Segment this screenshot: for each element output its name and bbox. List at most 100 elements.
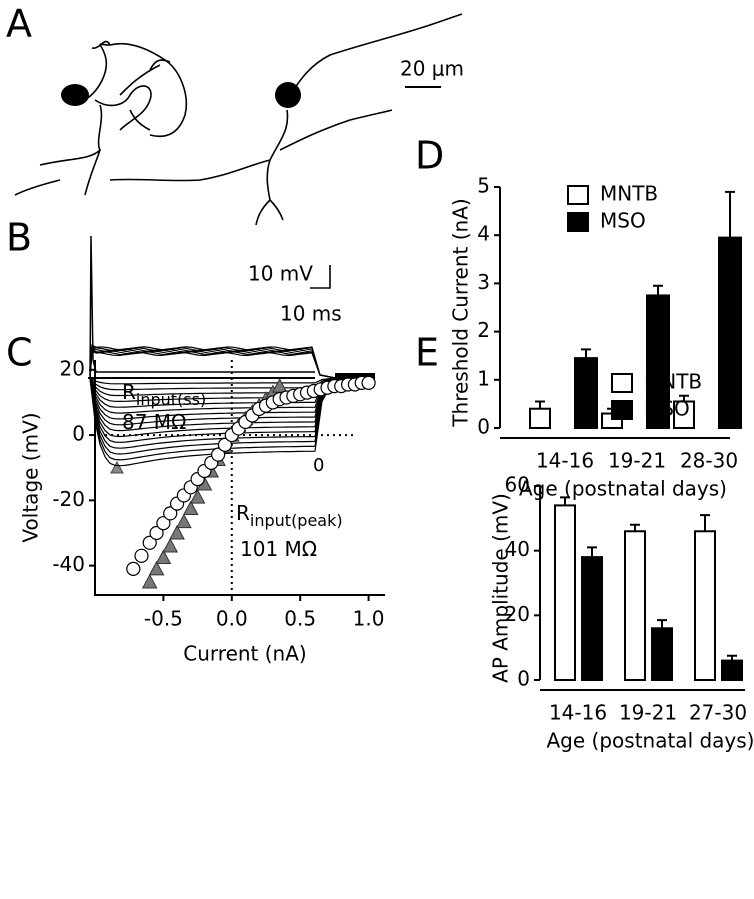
annotation: 87 MΩ bbox=[122, 410, 186, 434]
legend-swatch bbox=[611, 400, 633, 420]
trace bbox=[88, 377, 336, 449]
trace bbox=[88, 377, 336, 443]
circle-point bbox=[163, 506, 178, 521]
y-axis-title: Threshold Current (nA) bbox=[449, 198, 473, 427]
annotation-text: R bbox=[236, 501, 250, 525]
y-tick-label: -40 bbox=[52, 552, 85, 576]
trace bbox=[88, 345, 336, 379]
y-tick-label: 1 bbox=[477, 366, 490, 390]
scale-label: 10 mV bbox=[248, 262, 313, 286]
chart-panel-d: 0 1 2 3 4 5 14-16 19-21 28-30 Age (postnatal days… bbox=[449, 174, 742, 501]
x-tick-label: 14-16 bbox=[549, 701, 607, 725]
triangle-point bbox=[169, 524, 185, 540]
circle-point bbox=[361, 375, 376, 390]
triangle-point bbox=[189, 489, 206, 504]
bar bbox=[694, 530, 716, 681]
chart-panel-c: -40 -20 0 20 -0.5 0.0 0.5 1.0 Current (nA) Voltag… bbox=[19, 356, 385, 666]
peak-marker bbox=[110, 460, 124, 474]
scale-bar bbox=[310, 265, 331, 289]
error-bar bbox=[630, 523, 640, 532]
legend-swatch bbox=[567, 185, 589, 205]
panel-label: B bbox=[6, 216, 32, 260]
trace bbox=[88, 377, 336, 461]
y-tick-label: 0 bbox=[477, 415, 490, 439]
triangle-point bbox=[176, 513, 192, 529]
annotation-text: R bbox=[122, 380, 136, 404]
legend-swatch bbox=[611, 373, 633, 393]
x-tick-label: -0.5 bbox=[144, 607, 183, 631]
panel-label: D bbox=[415, 134, 444, 178]
panel-label: A bbox=[6, 2, 32, 46]
trace bbox=[88, 377, 336, 420]
soma bbox=[61, 84, 89, 106]
trace bbox=[88, 377, 336, 414]
x-tick-label: 0.5 bbox=[284, 607, 316, 631]
triangle-point bbox=[162, 537, 179, 553]
y-tick-label: 5 bbox=[477, 174, 490, 198]
trace bbox=[88, 377, 336, 455]
trace bbox=[88, 350, 336, 379]
error-bar bbox=[727, 654, 737, 661]
bar bbox=[581, 556, 603, 682]
panel-label: E bbox=[415, 331, 439, 375]
annotation-subscript: input(ss) bbox=[136, 390, 206, 409]
error-bar bbox=[657, 619, 667, 629]
y-tick-label: -20 bbox=[52, 487, 85, 511]
y-tick-label: 20 bbox=[60, 356, 85, 380]
bar bbox=[651, 627, 673, 681]
axis bbox=[94, 360, 385, 596]
trace bbox=[88, 377, 336, 385]
annotation: 101 MΩ bbox=[240, 537, 317, 561]
x-tick-label: 19-21 bbox=[619, 701, 677, 725]
y-tick-label: 0 bbox=[72, 422, 85, 446]
y-tick-label: 40 bbox=[505, 537, 530, 561]
panel-b: B 10 mV 10 ms 0 bbox=[6, 216, 375, 476]
circle-point bbox=[142, 535, 157, 550]
x-tick-label: 1.0 bbox=[353, 607, 385, 631]
bar bbox=[554, 504, 576, 681]
y-tick-label: 20 bbox=[505, 602, 530, 626]
x-axis-title: Age (postnatal days) bbox=[547, 729, 754, 753]
panel-label: C bbox=[6, 331, 33, 375]
x-tick-label: 19-21 bbox=[608, 449, 666, 473]
annotation-text: 87 MΩ bbox=[122, 410, 186, 434]
legend-label: MNTB bbox=[644, 370, 702, 394]
bar bbox=[718, 236, 742, 429]
trace bbox=[88, 377, 336, 426]
legend-swatch bbox=[567, 212, 589, 232]
trace bbox=[88, 346, 336, 379]
trace bbox=[88, 377, 336, 467]
circle-point bbox=[134, 548, 149, 563]
triangle-point bbox=[148, 560, 165, 576]
triangle-point bbox=[155, 549, 172, 564]
legend-label: MNTB bbox=[600, 182, 658, 206]
y-tick-label: 0 bbox=[517, 667, 530, 691]
error-bar bbox=[653, 284, 663, 296]
error-bar bbox=[560, 496, 570, 506]
x-axis-title: Current (nA) bbox=[183, 642, 306, 666]
triangle-point bbox=[182, 500, 199, 516]
error-bar bbox=[700, 514, 710, 532]
scale-label: 10 ms bbox=[280, 302, 342, 326]
x-axis-title: Age (postnatal days) bbox=[519, 477, 727, 501]
x-tick-label: 14-16 bbox=[536, 449, 594, 473]
bar bbox=[624, 530, 646, 681]
y-axis-title: Voltage (mV) bbox=[19, 412, 43, 542]
soma bbox=[275, 82, 301, 108]
bar bbox=[574, 357, 598, 429]
trace bbox=[88, 377, 336, 438]
triangle-point bbox=[141, 573, 158, 589]
x-tick-label: 28-30 bbox=[680, 449, 738, 473]
circle-point bbox=[211, 447, 226, 462]
y-tick-label: 60 bbox=[505, 473, 530, 497]
legend-label: MSO bbox=[600, 209, 646, 233]
annotation-subscript: input(peak) bbox=[250, 511, 343, 530]
error-bar bbox=[679, 394, 689, 402]
circle-point bbox=[126, 561, 141, 576]
neuron-drawing bbox=[14, 13, 463, 226]
trace bbox=[88, 377, 336, 391]
circle-point bbox=[217, 437, 233, 452]
scale-label: 20 μm bbox=[400, 57, 464, 81]
